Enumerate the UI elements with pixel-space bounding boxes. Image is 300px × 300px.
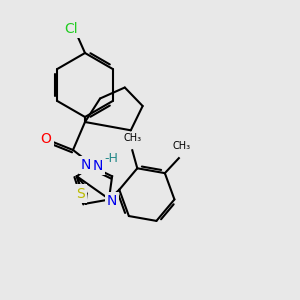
Text: O: O [40,132,51,146]
Text: N: N [93,159,104,173]
Text: Cl: Cl [64,22,78,36]
Text: S: S [76,187,85,201]
Text: N: N [81,158,91,172]
Text: CH₃: CH₃ [123,133,141,143]
Text: N: N [107,194,117,208]
Text: CH₃: CH₃ [173,141,191,151]
Text: -H: -H [104,152,118,165]
